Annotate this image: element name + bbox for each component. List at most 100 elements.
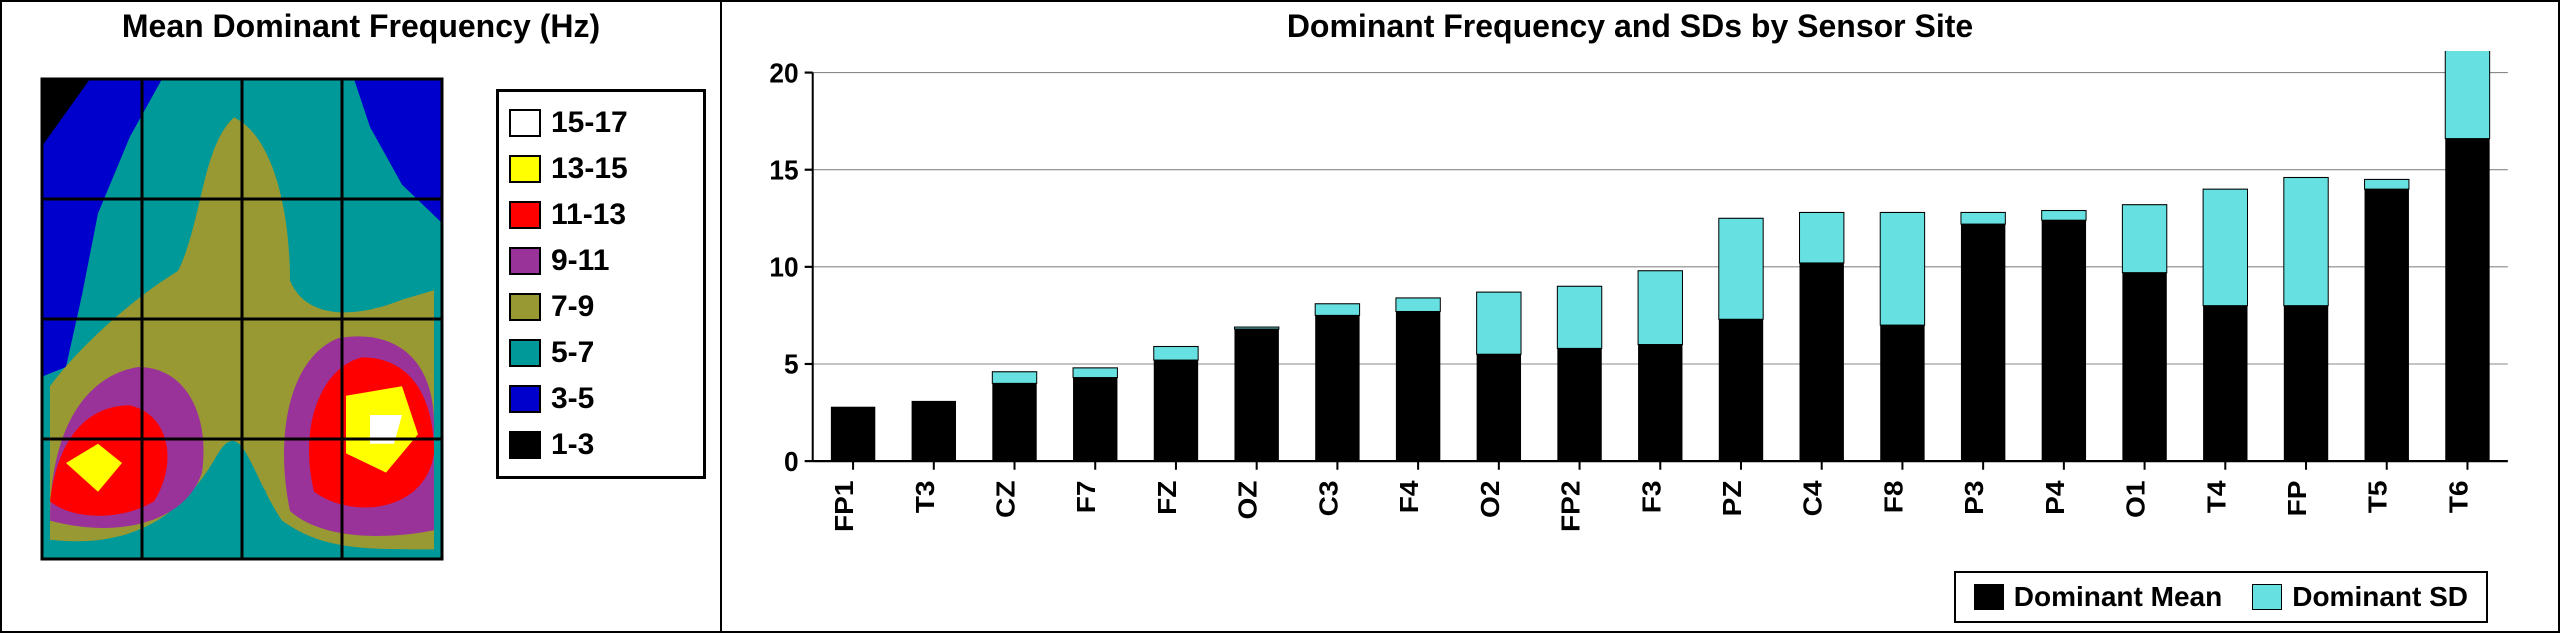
legend-swatch	[509, 155, 541, 183]
bar-mean	[2042, 220, 2086, 461]
bar-legend: Dominant Mean Dominant SD	[1954, 571, 2488, 623]
legend-swatch	[509, 339, 541, 367]
category-label: F8	[1878, 481, 1908, 514]
contour-legend-item: 15-17	[509, 100, 693, 146]
category-label: F4	[1394, 481, 1424, 514]
legend-label: Dominant Mean	[2014, 581, 2222, 613]
bar-sd	[1800, 212, 1844, 263]
contour-panel: Mean Dominant Frequency (Hz) 15-1713-151…	[2, 2, 722, 631]
bar-mean	[1073, 378, 1117, 462]
legend-label: 1-3	[551, 428, 594, 462]
category-label: T6	[2443, 481, 2473, 514]
category-label: FP1	[829, 481, 859, 532]
category-label: CZ	[990, 481, 1020, 518]
svg-text:10: 10	[769, 251, 798, 283]
contour-legend-item: 9-11	[509, 238, 693, 284]
category-label: C4	[1798, 481, 1828, 517]
category-label: T5	[2363, 481, 2393, 514]
bar-mean	[2122, 273, 2166, 461]
legend-swatch	[509, 385, 541, 413]
bar-mean	[1234, 329, 1278, 461]
bar-sd	[1638, 271, 1682, 345]
bar-mean	[1154, 360, 1198, 461]
bar-sd	[1315, 304, 1359, 316]
bar-mean	[1315, 315, 1359, 461]
bar-panel: Dominant Frequency and SDs by Sensor Sit…	[722, 2, 2558, 631]
legend-label: 7-9	[551, 290, 594, 324]
category-label: T4	[2201, 481, 2231, 514]
bar-sd	[1477, 292, 1521, 354]
bar-mean	[2203, 306, 2247, 461]
category-label: PZ	[1717, 481, 1747, 517]
svg-text:20: 20	[769, 56, 798, 88]
bar-sd	[1880, 212, 1924, 325]
bar-mean	[1638, 345, 1682, 462]
bar-sd	[1557, 286, 1601, 348]
bar-legend-item: Dominant Mean	[1974, 581, 2222, 613]
bar-sd	[2042, 211, 2086, 221]
bar-mean	[992, 383, 1036, 461]
category-label: P3	[1959, 481, 1989, 515]
contour-plot	[22, 59, 462, 579]
category-label: FZ	[1152, 481, 1182, 515]
legend-label: 3-5	[551, 382, 594, 416]
category-label: OZ	[1233, 481, 1263, 520]
bar-sd	[1234, 327, 1278, 329]
category-label: FP2	[1555, 481, 1585, 532]
svg-text:5: 5	[784, 348, 799, 380]
svg-text:15: 15	[769, 154, 798, 186]
contour-legend-item: 11-13	[509, 192, 693, 238]
bar-mean	[1557, 348, 1601, 461]
bar-chart-area: 05101520FP1T3CZF7FZOZC3F4O2FP2F3PZC4F8P3…	[732, 51, 2528, 623]
contour-legend: 15-17 13-15 11-13 9-11 7-9 5-7 3-5 1-3	[496, 89, 706, 479]
legend-swatch	[509, 431, 541, 459]
bar-sd	[1073, 368, 1117, 378]
bar-mean	[1719, 319, 1763, 461]
category-label: O1	[2120, 481, 2150, 518]
legend-swatch	[509, 201, 541, 229]
bar-mean	[1800, 263, 1844, 461]
contour-legend-item: 7-9	[509, 284, 693, 330]
legend-swatch	[1974, 584, 2004, 610]
bar-sd	[2284, 177, 2328, 305]
bar-mean	[1396, 312, 1440, 462]
contour-legend-item: 1-3	[509, 422, 693, 468]
bar-mean	[2284, 306, 2328, 461]
bar-mean	[1880, 325, 1924, 461]
category-label: FP	[2282, 481, 2312, 517]
bar-sd	[1154, 346, 1198, 360]
contour-body: 15-17 13-15 11-13 9-11 7-9 5-7 3-5 1-3	[2, 49, 720, 631]
bar-sd	[2445, 51, 2489, 139]
bar-sd	[992, 372, 1036, 384]
legend-label: 11-13	[551, 198, 626, 232]
bar-mean	[1961, 224, 2005, 461]
bar-legend-item: Dominant SD	[2252, 581, 2468, 613]
contour-legend-item: 13-15	[509, 146, 693, 192]
category-label: F7	[1071, 481, 1101, 514]
legend-label: 5-7	[551, 336, 594, 370]
legend-swatch	[509, 247, 541, 275]
bar-mean	[912, 401, 956, 461]
legend-swatch	[509, 293, 541, 321]
bar-sd	[2365, 179, 2409, 189]
svg-text:0: 0	[784, 445, 799, 477]
category-label: C3	[1313, 481, 1343, 517]
bar-mean	[1477, 354, 1521, 461]
category-label: F3	[1636, 481, 1666, 514]
legend-label: 13-15	[551, 152, 628, 186]
bar-mean	[2365, 189, 2409, 461]
category-label: T3	[910, 481, 940, 514]
bar-sd	[1719, 218, 1763, 319]
legend-swatch	[509, 109, 541, 137]
contour-legend-item: 5-7	[509, 330, 693, 376]
bar-sd	[1396, 298, 1440, 312]
bar-sd	[2122, 205, 2166, 273]
contour-svg	[22, 59, 462, 579]
bar-sd	[2203, 189, 2247, 306]
contour-legend-item: 3-5	[509, 376, 693, 422]
bar-mean	[2445, 139, 2489, 461]
figure-container: Mean Dominant Frequency (Hz) 15-1713-151…	[0, 0, 2560, 633]
bar-sd	[1961, 212, 2005, 224]
legend-label: 9-11	[551, 244, 609, 278]
legend-label: Dominant SD	[2292, 581, 2468, 613]
